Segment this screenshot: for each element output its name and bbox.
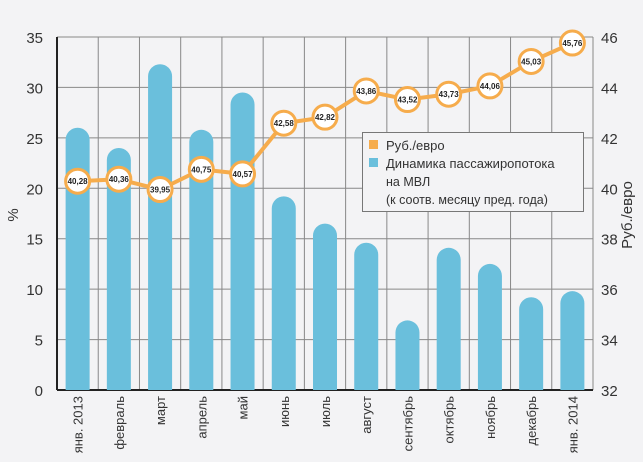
y-tick-label: 20 <box>26 181 43 198</box>
data-label: 40,57 <box>233 170 254 179</box>
line-point <box>270 109 298 137</box>
x-tick-label: февраль <box>112 396 127 450</box>
y2-tick-label: 46 <box>601 30 618 47</box>
bar <box>189 129 214 390</box>
y-tick-label: 30 <box>26 80 43 97</box>
data-label: 40,28 <box>68 177 89 186</box>
line-point <box>517 47 545 75</box>
bar <box>230 92 255 390</box>
y-tick-label: 5 <box>35 333 43 350</box>
line-point <box>311 103 339 131</box>
y-axis-label: % <box>5 208 22 221</box>
bar <box>65 127 90 391</box>
bar <box>106 147 131 390</box>
y2-tick-label: 40 <box>601 181 618 198</box>
line-point <box>229 160 257 188</box>
data-label: 42,82 <box>315 113 336 122</box>
y-tick-label: 0 <box>35 383 43 400</box>
data-label: 42,58 <box>274 119 295 128</box>
x-tick-label: июнь <box>277 396 292 427</box>
x-tick-label: май <box>236 396 251 419</box>
x-tick-label: июль <box>318 396 333 427</box>
y-tick-label: 35 <box>26 30 43 47</box>
bar <box>560 291 585 390</box>
line-point <box>105 165 133 193</box>
bar <box>436 247 461 390</box>
line-point <box>435 80 463 108</box>
y-tick-label: 25 <box>26 131 43 148</box>
legend-label: Руб./евро <box>386 138 445 153</box>
line-point <box>476 72 504 100</box>
y2-tick-label: 44 <box>601 80 618 97</box>
x-tick-label: апрель <box>194 396 209 439</box>
bar <box>148 64 173 390</box>
data-label: 43,86 <box>356 87 377 96</box>
x-tick-label: декабрь <box>524 396 539 446</box>
legend-label: на МВЛ <box>386 175 431 189</box>
line-point <box>352 77 380 105</box>
data-label: 40,75 <box>191 165 212 174</box>
bar <box>519 297 544 390</box>
legend-swatch-orange <box>369 140 378 149</box>
data-label: 40,36 <box>109 175 130 184</box>
data-label: 45,03 <box>521 57 542 66</box>
y2-tick-label: 38 <box>601 232 618 249</box>
bar <box>395 320 420 390</box>
x-tick-label: август <box>359 396 374 434</box>
x-tick-label: сентябрь <box>400 396 415 452</box>
line-point <box>64 167 92 195</box>
legend-item-rate: Руб./евро <box>369 137 577 155</box>
data-label: 45,76 <box>562 39 583 48</box>
data-label: 39,95 <box>150 186 171 195</box>
y2-tick-label: 42 <box>601 131 618 148</box>
y-tick-label: 10 <box>26 282 43 299</box>
legend: Руб./евро Динамика пассажиропотока на МВ… <box>362 132 584 212</box>
bar <box>313 223 337 390</box>
x-tick-label: янв. 2014 <box>565 396 580 453</box>
y2-axis-label: Руб./евро <box>619 181 636 249</box>
legend-label: Динамика пассажиропотока <box>386 156 555 171</box>
line-point <box>146 176 174 204</box>
bar <box>271 196 296 390</box>
line-point <box>393 86 421 114</box>
y2-tick-label: 32 <box>601 383 618 400</box>
bar <box>477 263 502 390</box>
y-tick-label: 15 <box>26 232 43 249</box>
line-point <box>558 29 586 57</box>
data-label: 43,52 <box>397 96 418 105</box>
x-tick-label: март <box>153 396 168 425</box>
legend-swatch-blue <box>369 158 378 167</box>
x-tick-label: ноябрь <box>483 396 498 439</box>
data-label: 44,06 <box>480 82 501 91</box>
y2-tick-label: 36 <box>601 282 618 299</box>
x-tick-label: октябрь <box>442 396 457 444</box>
line-point <box>187 155 215 183</box>
x-tick-label: янв. 2013 <box>71 396 86 453</box>
bar <box>354 242 379 390</box>
data-label: 43,73 <box>439 90 460 99</box>
legend-label: (к соотв. месяцу пред. года) <box>386 193 548 207</box>
y2-tick-label: 34 <box>601 333 618 350</box>
legend-item-passengers: Динамика пассажиропотока <box>369 155 577 173</box>
